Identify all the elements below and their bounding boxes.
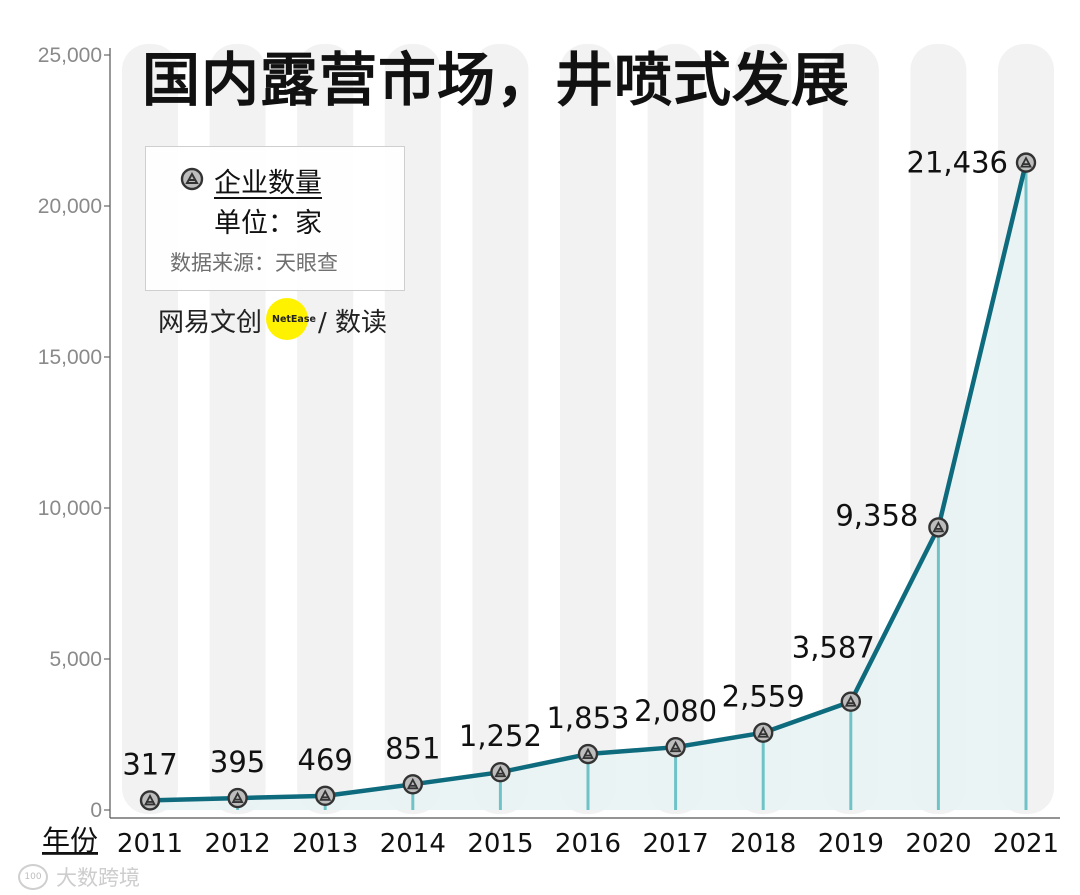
x-tick-label: 2021 [993, 829, 1059, 859]
x-axis-title: 年份 [42, 824, 98, 857]
stripe-2015 [472, 44, 528, 814]
x-tick-label: 2018 [730, 829, 796, 859]
marker-2014 [404, 775, 422, 793]
brand-name: 网易文创 [158, 302, 262, 339]
data-label-2019: 3,587 [792, 631, 875, 665]
x-tick-label: 2016 [555, 829, 621, 859]
data-label-2014: 851 [385, 731, 440, 765]
x-tick-label: 2019 [818, 829, 884, 859]
marker-2019 [842, 693, 860, 711]
legend-marker-icon [180, 167, 204, 191]
chart: 0 5,000 10,000 15,000 20,000 25,000 2011 2012 20… [0, 0, 1080, 895]
y-tick-label: 15,000 [38, 346, 102, 369]
legend: 企业数量 单位：家 数据来源：天眼查 [145, 146, 405, 291]
brand-section: / 数读 [318, 302, 387, 339]
data-label-2021: 21,436 [907, 146, 1008, 180]
marker-2016 [579, 745, 597, 763]
chart-title: 国内露营市场，井喷式发展 [142, 44, 850, 116]
y-tick-label: 5,000 [49, 648, 102, 671]
x-tick-label: 2013 [292, 829, 358, 859]
data-label-2017: 2,080 [634, 694, 717, 728]
marker-2012 [229, 789, 247, 807]
x-tick-label: 2020 [905, 829, 971, 859]
y-tick-label: 20,000 [38, 195, 102, 218]
y-tick-label: 25,000 [38, 44, 102, 67]
x-tick-label: 2012 [205, 829, 271, 859]
y-tick-label: 0 [90, 799, 102, 822]
data-label-2015: 1,252 [459, 719, 542, 753]
x-tick-label: 2017 [643, 829, 709, 859]
data-source: 数据来源：天眼查 [170, 247, 338, 277]
data-label-2012: 395 [210, 745, 265, 779]
brand-netease-text: NetEase [272, 314, 316, 325]
marker-2017 [667, 738, 685, 756]
marker-2018 [754, 724, 772, 742]
marker-2021 [1017, 154, 1035, 172]
marker-2013 [316, 787, 334, 805]
watermark-logo-icon: 100 [18, 864, 48, 890]
data-label-2016: 1,853 [546, 701, 629, 735]
data-label-2013: 469 [298, 743, 353, 777]
data-label-2018: 2,559 [722, 680, 805, 714]
y-tick-label: 10,000 [38, 497, 102, 520]
marker-2011 [141, 791, 159, 809]
data-label-2011: 317 [122, 747, 177, 781]
x-tick-label: 2015 [467, 829, 533, 859]
x-tick-label: 2014 [380, 829, 446, 859]
data-label-2020: 9,358 [835, 498, 918, 532]
stripe-2016 [560, 44, 616, 814]
watermark-text: 大数跨境 [56, 862, 140, 892]
x-tick-label: 2011 [117, 829, 183, 859]
legend-unit: 单位：家 [214, 201, 322, 240]
legend-series-label: 企业数量 [214, 161, 322, 200]
marker-2015 [491, 763, 509, 781]
marker-2020 [929, 518, 947, 536]
